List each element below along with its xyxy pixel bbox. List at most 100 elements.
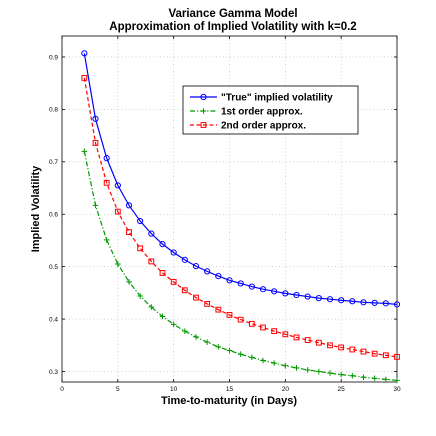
data-point: [326, 296, 334, 303]
data-point: [204, 268, 211, 275]
legend-marker: [200, 108, 207, 114]
data-point: [226, 311, 233, 318]
data-point: [181, 287, 188, 294]
series-1: [81, 50, 401, 308]
data-point: [92, 115, 99, 122]
data-point: [304, 337, 311, 343]
data-point: [125, 202, 133, 209]
y-axis-label: Implied Volatility: [30, 165, 42, 252]
data-point: [282, 290, 289, 297]
y-tick-label: 0.4: [49, 316, 58, 323]
x-axis-label: Time-to-maturity (in Days): [161, 395, 297, 407]
data-point: [271, 360, 277, 366]
data-point: [126, 279, 132, 285]
data-point: [215, 344, 222, 350]
data-point: [81, 75, 88, 81]
data-point: [360, 299, 367, 306]
data-point: [137, 245, 144, 252]
data-point: [215, 306, 222, 313]
data-point: [204, 300, 211, 307]
legend-marker: [200, 93, 207, 101]
data-point: [103, 155, 110, 162]
data-point: [394, 377, 400, 384]
data-point: [293, 334, 300, 341]
x-tick-label: 10: [170, 386, 178, 393]
data-point: [170, 321, 177, 328]
data-point: [382, 352, 389, 359]
data-point: [371, 299, 378, 306]
data-point: [81, 148, 88, 155]
data-point: [192, 263, 200, 270]
data-point: [159, 270, 166, 276]
axis-ticks: 0 5 10 15 20 25 30 0.3 0.4 0.5 0.6 0.7 0.8 0.9: [49, 36, 401, 393]
x-tick-label: 20: [282, 386, 290, 393]
data-point: [349, 372, 356, 379]
data-point: [360, 374, 367, 381]
data-point: [349, 298, 356, 305]
data-point: [237, 316, 244, 323]
data-point: [315, 295, 322, 302]
data-point: [338, 371, 344, 378]
data-point: [148, 230, 155, 237]
data-point: [237, 280, 244, 287]
x-tick-label: 30: [393, 386, 401, 393]
data-point: [259, 286, 267, 293]
data-point: [282, 331, 289, 338]
data-point: [114, 208, 121, 215]
data-point: [148, 304, 155, 310]
data-point: [271, 288, 278, 295]
data-point: [103, 237, 110, 243]
y-tick-label: 0.9: [49, 54, 58, 61]
data-point: [316, 368, 322, 375]
legend-entry: 2nd order approx.: [221, 121, 306, 132]
legend-entry: "True" implied volatility: [221, 93, 333, 104]
y-tick-label: 0.6: [49, 212, 58, 219]
data-point: [159, 241, 166, 248]
y-tick-label: 0.7: [49, 159, 58, 166]
data-point: [271, 328, 278, 335]
x-tick-label: 0: [60, 386, 64, 393]
data-point: [338, 344, 345, 351]
data-point: [182, 328, 188, 334]
data-point: [293, 291, 300, 299]
data-point: [394, 353, 400, 360]
legend-box: [182, 85, 359, 135]
data-point: [114, 182, 121, 189]
data-point: [393, 301, 401, 308]
data-point: [327, 370, 333, 376]
data-point: [81, 50, 88, 57]
legend: "True" implied volatility 1st order appro…: [182, 85, 359, 135]
data-point: [148, 258, 155, 265]
y-tick-label: 0.8: [49, 107, 58, 114]
data-point: [137, 217, 144, 225]
legend-marker: [200, 122, 207, 128]
legend-entry: 1st order approx.: [221, 107, 303, 118]
data-point: [170, 249, 177, 256]
data-point: [260, 324, 266, 331]
chart-subtitle: Approximation of Implied Volatility with…: [109, 21, 356, 33]
series-line: [83, 53, 398, 306]
series-2: [81, 148, 400, 384]
data-point: [249, 354, 255, 361]
x-tick-label: 5: [116, 386, 120, 393]
data-point: [248, 320, 255, 327]
data-point: [137, 293, 143, 299]
data-point: [215, 273, 222, 280]
data-point: [382, 300, 389, 307]
y-tick-label: 0.3: [49, 369, 58, 376]
x-tick-label: 15: [226, 386, 234, 393]
series-3: [81, 75, 400, 360]
data-point: [226, 277, 233, 284]
data-point: [360, 348, 367, 355]
data-point: [304, 367, 311, 373]
y-tick-label: 0.5: [49, 264, 58, 271]
data-point: [170, 278, 177, 285]
data-point: [338, 297, 345, 304]
data-point: [282, 362, 289, 369]
data-point: [193, 294, 199, 301]
series-line: [83, 151, 398, 382]
series-group: [81, 50, 401, 384]
data-point: [371, 350, 378, 357]
chart-title: Variance Gamma Model: [168, 8, 297, 20]
